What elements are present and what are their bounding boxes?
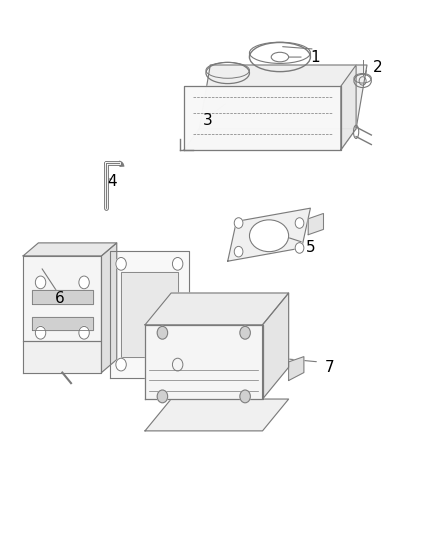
Circle shape <box>79 326 89 339</box>
Text: 6: 6 <box>55 291 65 306</box>
Polygon shape <box>145 293 289 325</box>
Circle shape <box>116 358 126 371</box>
Text: 4: 4 <box>108 174 117 189</box>
Polygon shape <box>199 65 367 128</box>
Polygon shape <box>32 290 93 304</box>
Circle shape <box>116 257 126 270</box>
Polygon shape <box>228 208 311 261</box>
Polygon shape <box>32 317 93 330</box>
Circle shape <box>79 276 89 289</box>
Polygon shape <box>102 243 117 373</box>
Circle shape <box>295 217 304 228</box>
Polygon shape <box>145 399 289 431</box>
Polygon shape <box>308 214 323 235</box>
Text: 2: 2 <box>373 60 383 75</box>
Text: 3: 3 <box>203 113 213 128</box>
Polygon shape <box>121 272 178 357</box>
Circle shape <box>173 257 183 270</box>
Polygon shape <box>341 65 356 150</box>
Polygon shape <box>110 251 188 378</box>
Circle shape <box>240 390 251 403</box>
Circle shape <box>234 217 243 228</box>
Polygon shape <box>23 243 117 256</box>
Polygon shape <box>23 341 102 373</box>
Circle shape <box>240 326 251 339</box>
Text: 5: 5 <box>306 240 315 255</box>
Ellipse shape <box>250 220 289 252</box>
Polygon shape <box>23 256 102 341</box>
Circle shape <box>157 390 168 403</box>
Circle shape <box>157 326 168 339</box>
Polygon shape <box>262 293 289 399</box>
Circle shape <box>35 326 46 339</box>
Text: 7: 7 <box>325 360 335 375</box>
Polygon shape <box>289 357 304 381</box>
Polygon shape <box>184 128 356 150</box>
Polygon shape <box>145 325 262 399</box>
Circle shape <box>35 276 46 289</box>
Circle shape <box>173 358 183 371</box>
Polygon shape <box>184 86 341 150</box>
Circle shape <box>295 243 304 253</box>
Text: 1: 1 <box>310 50 320 64</box>
Circle shape <box>234 246 243 257</box>
